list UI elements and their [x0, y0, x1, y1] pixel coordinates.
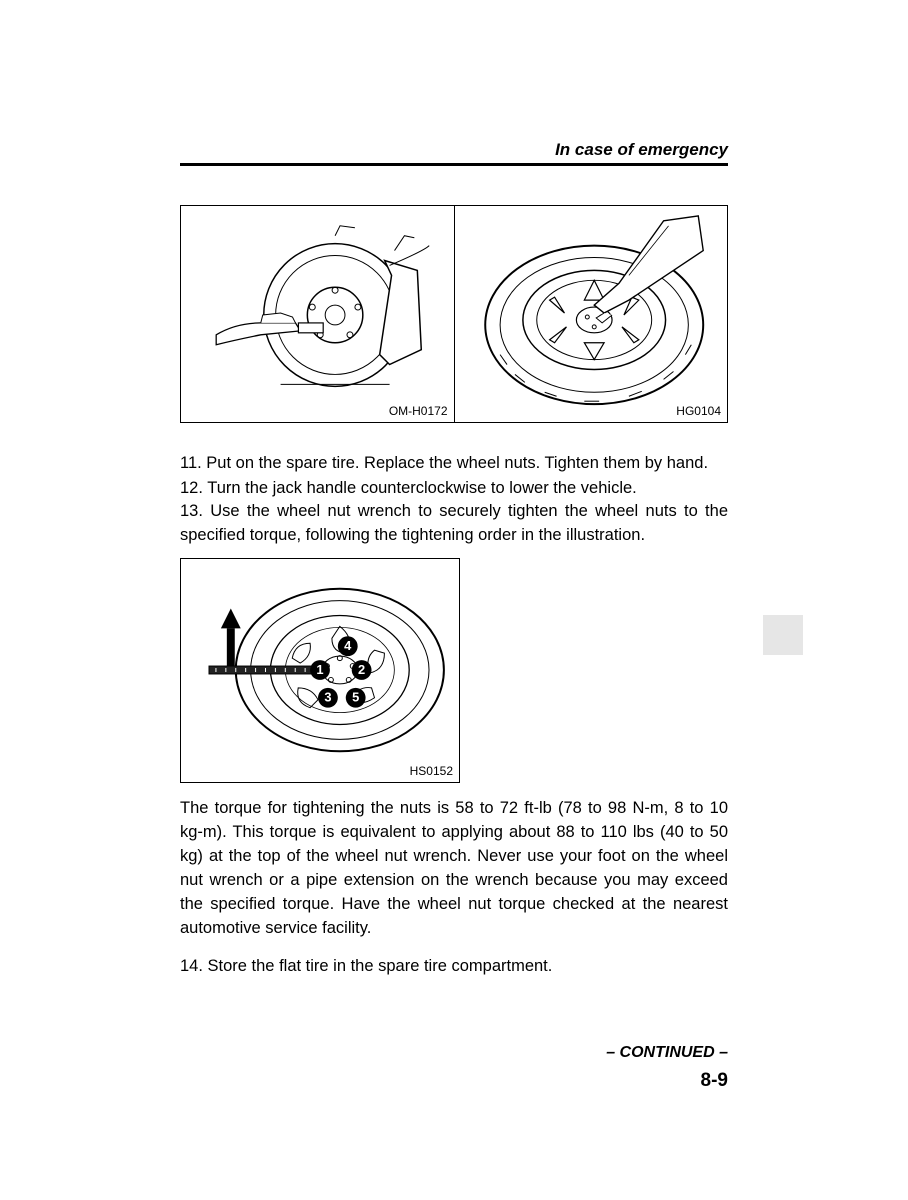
- nut-label-3: 3: [324, 690, 331, 705]
- figure-caption: HG0104: [676, 404, 721, 418]
- continued-label: – CONTINUED –: [606, 1044, 728, 1062]
- figure-caption: OM-H0172: [389, 404, 448, 418]
- side-tab: [763, 615, 803, 655]
- spare-tire-illustration: [455, 206, 728, 422]
- nut-label-2: 2: [358, 662, 365, 677]
- page-number: 8-9: [701, 1070, 728, 1092]
- nut-label-5: 5: [352, 690, 359, 705]
- step-13: 13. Use the wheel nut wrench to securely…: [180, 500, 728, 548]
- header-rule: [180, 163, 728, 166]
- brake-rotor-illustration: [181, 206, 454, 422]
- page-root: In case of emergency: [0, 0, 908, 1200]
- figure-row-1: OM-H0172: [180, 205, 728, 423]
- step-12: 12. Turn the jack handle counterclockwis…: [180, 477, 728, 501]
- figure-caption: HS0152: [410, 764, 453, 778]
- nut-label-4: 4: [344, 638, 352, 653]
- section-header: In case of emergency: [555, 140, 728, 160]
- step-11: 11. Put on the spare tire. Replace the w…: [180, 452, 728, 476]
- step-14: 14. Store the flat tire in the spare tir…: [180, 955, 728, 979]
- torque-paragraph: The torque for tightening the nuts is 58…: [180, 797, 728, 941]
- figure-brake-rotor: OM-H0172: [181, 206, 455, 422]
- nut-label-1: 1: [316, 662, 323, 677]
- figure-tightening-order: 1 2 3 4 5 HS0152: [180, 558, 460, 783]
- tightening-order-illustration: 1 2 3 4 5: [181, 559, 459, 782]
- figure-spare-tire-mount: HG0104: [455, 206, 728, 422]
